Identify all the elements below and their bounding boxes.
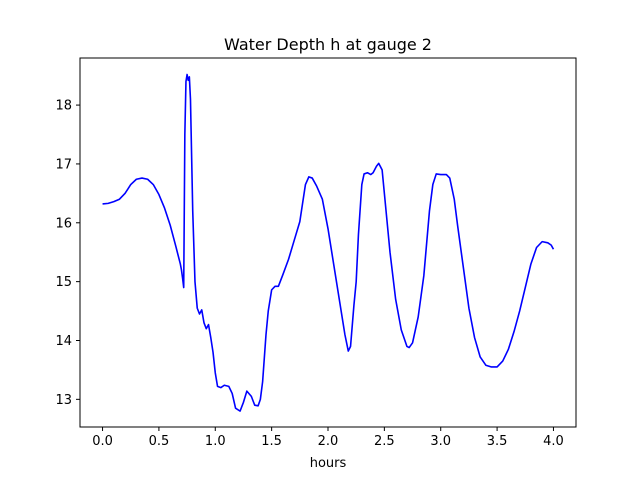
x-tick-label: 1.0 — [205, 434, 226, 449]
x-tick-label: 3.0 — [430, 434, 451, 449]
x-tick-label: 0.0 — [92, 434, 113, 449]
y-tick-label: 16 — [55, 216, 72, 231]
y-tick-label: 13 — [55, 393, 72, 408]
x-tick-label: 2.0 — [318, 434, 339, 449]
y-tick-label: 17 — [55, 157, 72, 172]
x-axis-label: hours — [310, 456, 347, 471]
x-tick-label: 1.5 — [261, 434, 282, 449]
y-tick-label: 15 — [55, 275, 72, 290]
plot-area: 0.0 0.5 1.0 1.5 2.0 2.5 3.0 3.5 4.0 13 14 15 16 17 18 — [55, 57, 577, 449]
y-tick-label: 18 — [55, 99, 72, 114]
series-line-0 — [102, 73, 555, 412]
x-tick-label: 3.5 — [487, 434, 508, 449]
chart-title: Water Depth h at gauge 2 — [224, 35, 432, 54]
y-tick-label: 14 — [55, 334, 72, 349]
x-tick-label: 0.5 — [149, 434, 170, 449]
x-tick-label: 4.0 — [543, 434, 564, 449]
plot-frame — [79, 57, 577, 428]
x-tick-label: 2.5 — [374, 434, 395, 449]
